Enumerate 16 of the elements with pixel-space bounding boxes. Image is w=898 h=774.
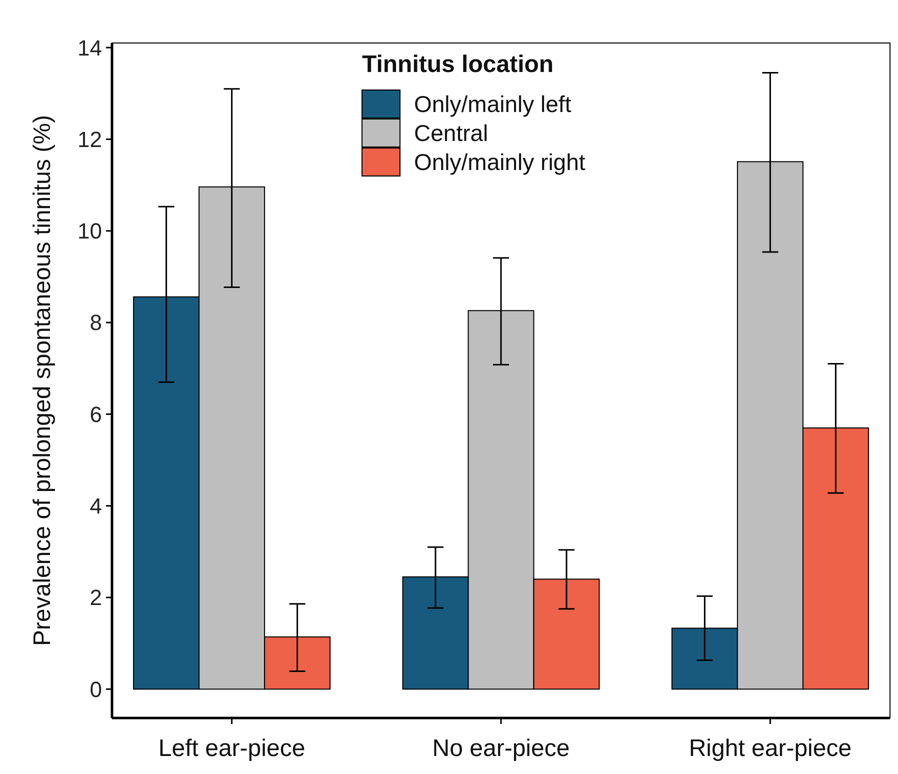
y-axis-title: Prevalence of prolonged spontaneous tinnitus (%) bbox=[29, 115, 56, 646]
y-tick-label: 12 bbox=[78, 126, 102, 152]
y-tick-label: 6 bbox=[90, 402, 102, 427]
x-tick-label: Right ear-piece bbox=[688, 735, 852, 762]
y-tick-label: 0 bbox=[90, 676, 102, 702]
legend-label: Only/mainly left bbox=[414, 91, 572, 118]
x-tick-label: Left ear-piece bbox=[158, 735, 306, 762]
y-tick-label: 10 bbox=[78, 218, 102, 244]
legend-label: Only/mainly right bbox=[414, 149, 586, 176]
y-tick-label: 4 bbox=[90, 494, 102, 519]
x-tick-label: No ear-piece bbox=[432, 735, 570, 762]
y-tick-label: 2 bbox=[90, 585, 102, 610]
legend-label: Central bbox=[414, 120, 488, 146]
legend-title: Tinnitus location bbox=[362, 51, 554, 78]
y-tick-label: 8 bbox=[90, 310, 102, 336]
y-tick-label: 14 bbox=[78, 35, 102, 60]
